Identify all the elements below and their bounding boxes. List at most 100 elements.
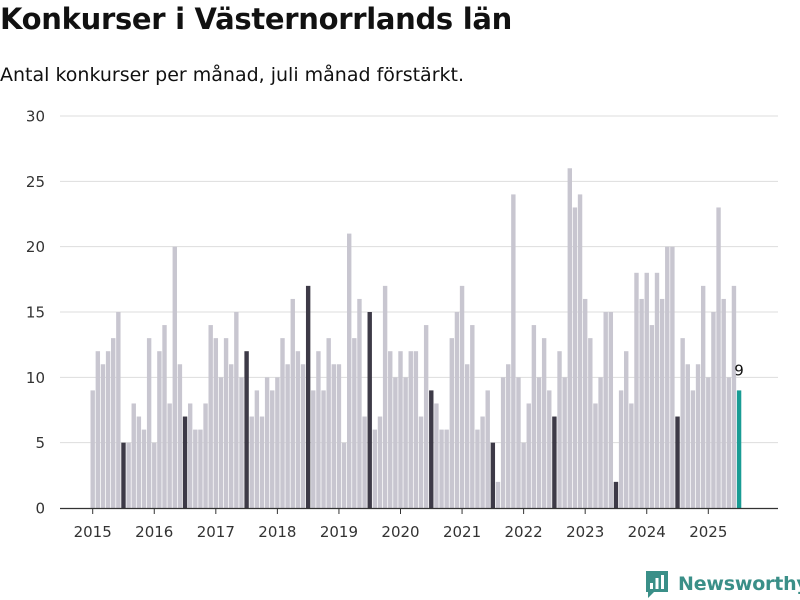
chart-subtitle: Antal konkurser per månad, juli månad fö…	[0, 64, 465, 86]
bar	[536, 377, 542, 508]
bar	[316, 351, 321, 508]
bar	[613, 481, 619, 508]
bar	[654, 272, 660, 508]
bar	[449, 338, 454, 508]
bar	[598, 377, 603, 508]
y-tick-label: 15	[26, 304, 45, 322]
data-label: 9	[734, 361, 744, 379]
y-tick-label: 0	[35, 500, 45, 518]
bar	[193, 429, 198, 508]
bar	[239, 377, 244, 508]
bar	[388, 351, 393, 508]
bar	[557, 351, 562, 508]
x-tick-label: 2017	[197, 523, 235, 541]
bar	[152, 442, 157, 508]
bar	[126, 442, 131, 508]
bar	[475, 429, 480, 508]
bar	[264, 377, 270, 508]
bar	[167, 403, 172, 508]
bar	[547, 390, 552, 508]
y-tick-label: 20	[26, 238, 45, 256]
y-tick-label: 25	[26, 173, 45, 191]
bar	[254, 390, 260, 508]
bar	[459, 285, 465, 508]
bar	[305, 285, 311, 508]
bar	[480, 416, 485, 508]
bar	[223, 338, 229, 508]
x-tick-label: 2016	[135, 523, 173, 541]
bar	[198, 429, 203, 508]
bar	[136, 416, 142, 508]
bar	[593, 403, 598, 508]
bar	[372, 429, 378, 508]
bar	[90, 390, 95, 508]
bar	[485, 390, 490, 508]
chart-title: Konkurser i Västernorrlands län	[0, 2, 512, 36]
bar	[454, 312, 460, 508]
bar	[182, 416, 188, 508]
bar	[582, 298, 588, 508]
bar	[377, 416, 383, 508]
bar	[172, 246, 177, 508]
bar	[541, 338, 547, 508]
y-tick-label: 30	[26, 108, 45, 126]
bar	[634, 272, 639, 508]
bar	[285, 364, 290, 508]
bar	[331, 364, 337, 508]
bar	[234, 312, 239, 508]
bar	[624, 351, 629, 508]
bar	[464, 364, 470, 508]
bar	[326, 338, 331, 508]
bar	[629, 403, 634, 508]
bar	[311, 390, 316, 508]
bar	[341, 442, 347, 508]
bar	[711, 312, 716, 508]
bar	[290, 298, 295, 508]
bar	[280, 338, 285, 508]
bar	[675, 416, 680, 508]
bar	[203, 403, 208, 508]
bar	[506, 364, 511, 508]
bar	[423, 325, 429, 508]
bar	[500, 377, 506, 508]
bar	[352, 338, 357, 508]
bar	[218, 377, 224, 508]
bar	[495, 481, 501, 508]
bar	[105, 351, 111, 508]
bar	[393, 377, 398, 508]
bar	[398, 351, 403, 508]
bar	[146, 338, 152, 508]
x-tick-label: 2023	[566, 523, 604, 541]
bar	[403, 377, 408, 508]
bar	[177, 364, 183, 508]
bar	[706, 377, 711, 508]
bar	[716, 207, 721, 508]
bar	[721, 298, 726, 508]
bar	[413, 351, 419, 508]
bar	[531, 325, 537, 508]
y-tick-label: 10	[26, 369, 45, 387]
bar	[111, 338, 116, 508]
bar	[731, 285, 737, 508]
bar	[249, 416, 254, 508]
bar	[511, 194, 516, 508]
bar	[490, 442, 496, 508]
bar	[444, 429, 449, 508]
bar	[157, 351, 162, 508]
brand-name: Newsworthy	[678, 573, 800, 595]
bar	[357, 298, 362, 508]
bar	[100, 364, 106, 508]
bar	[690, 390, 696, 508]
bar	[552, 416, 557, 508]
bar	[367, 312, 372, 508]
bar	[577, 194, 583, 508]
bar	[639, 298, 644, 508]
x-tick-label: 2024	[628, 523, 666, 541]
latest-bar	[736, 390, 742, 508]
bar	[726, 377, 732, 508]
bar	[572, 207, 578, 508]
bar	[695, 364, 701, 508]
x-tick-label: 2021	[443, 523, 481, 541]
y-tick-label: 5	[35, 434, 45, 452]
